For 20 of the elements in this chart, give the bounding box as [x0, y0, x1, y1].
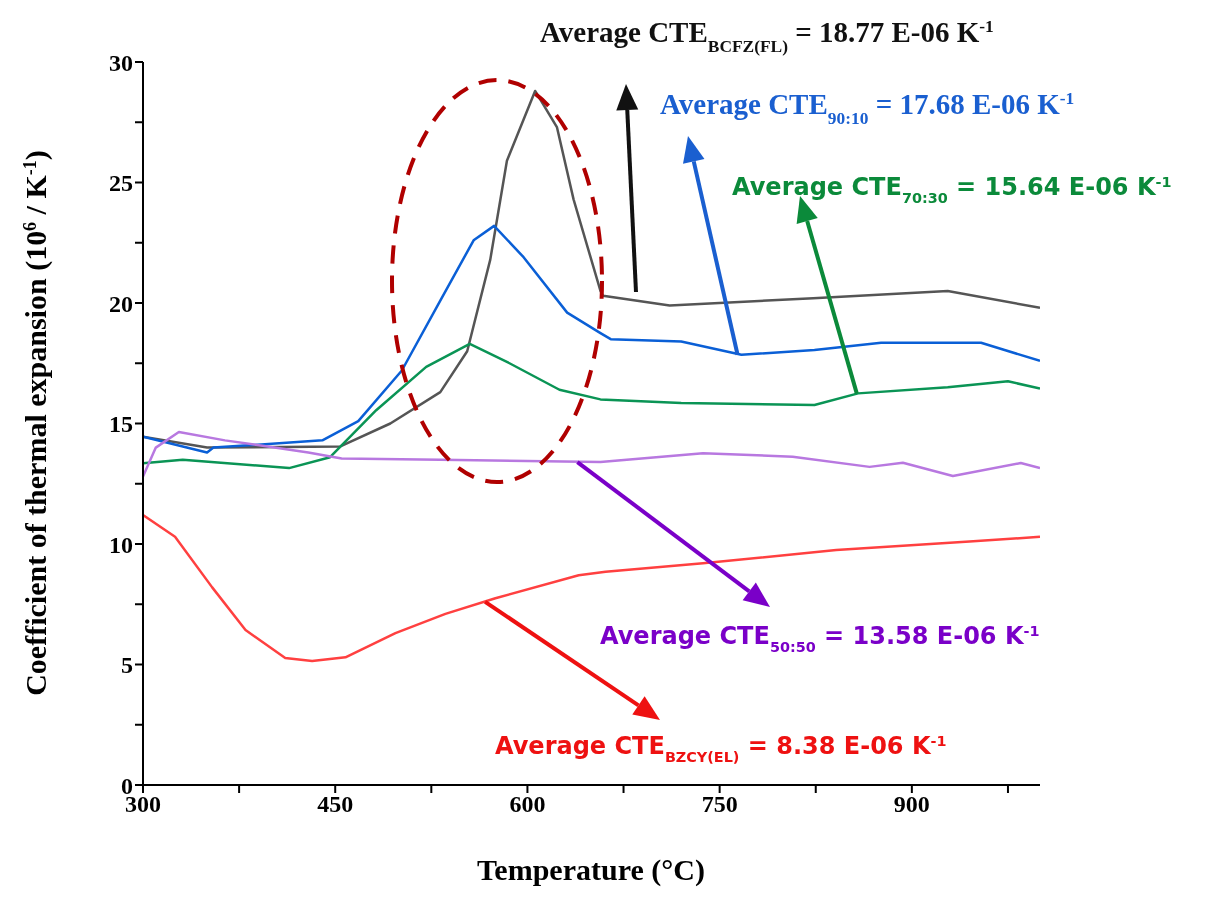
annotation: Average CTE$_{90:10}$ = 17.68 E-06 K$^{-1}$	[660, 88, 1075, 128]
line-series	[143, 224, 1040, 454]
x-tick-label: 450	[317, 791, 354, 818]
text: Average CTE$_{BCFZ(FL)}$ = 18.77 E-06 K$^{-1}$	[540, 16, 994, 56]
y-tick-label: 25	[109, 170, 133, 197]
line-series	[143, 342, 1040, 470]
x-tick-label: 900	[893, 791, 930, 818]
y-tick-label: 15	[109, 411, 133, 438]
line-series	[143, 430, 1040, 478]
annotation: Average CTE$_{50:50}$ = 13.58 E-06 K$^{-1}$	[600, 622, 1040, 655]
y-tick-label: 30	[109, 49, 133, 76]
line-series	[143, 513, 1040, 663]
x-axis-title: Temperature (°C)	[477, 853, 705, 887]
annotation: Average CTE$_{BZCY(EL)}$ = 8.38 E-06 K$^{-1}$	[495, 732, 947, 765]
x-tick-label: 600	[509, 791, 546, 818]
x-tick-label: 750	[701, 791, 738, 818]
y-tick-label: 10	[109, 531, 133, 558]
y-tick-label: 5	[121, 652, 133, 679]
y-tick-label: 20	[109, 290, 133, 317]
annotation: Average CTE$_{70:30}$ = 15.64 E-06 K$^{-1}$	[732, 173, 1172, 206]
